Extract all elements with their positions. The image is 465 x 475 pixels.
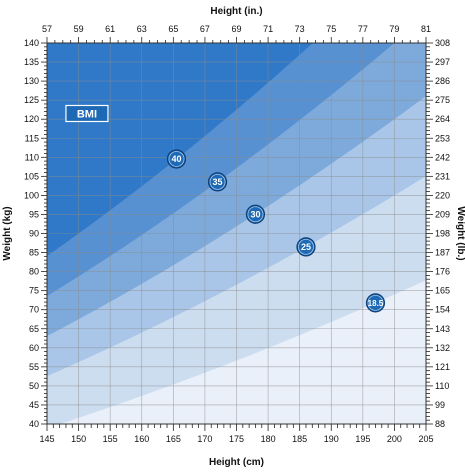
y-right-tick-label: 264 <box>435 114 450 124</box>
bmi-marker <box>245 204 266 224</box>
y-left-tick-label: 45 <box>29 400 39 410</box>
x-top-tick-label: 59 <box>74 24 84 34</box>
x-top-tick-label: 63 <box>137 24 147 34</box>
bmi-marker-ring <box>168 151 185 167</box>
x-bottom-tick-label: 155 <box>103 434 118 444</box>
y-right-tick-label: 132 <box>435 343 450 353</box>
y-left-tick-label: 105 <box>24 171 39 181</box>
y-left-tick-label: 90 <box>29 229 39 239</box>
y-left-tick-label: 40 <box>29 419 39 429</box>
bmi-badge-label: BMI <box>77 108 97 120</box>
x-bottom-tick-label: 175 <box>229 434 244 444</box>
y-left-tick-label: 85 <box>29 248 39 258</box>
x-bottom-tick-label: 185 <box>292 434 307 444</box>
x-top-tick-label: 67 <box>200 24 210 34</box>
bmi-marker-ring <box>367 294 384 311</box>
x-bottom-tick-label: 180 <box>261 434 276 444</box>
bmi-marker <box>365 293 386 313</box>
x-top-tick-label: 75 <box>326 24 336 34</box>
y-left-axis-title: Weight (kg) <box>2 206 13 260</box>
y-right-tick-label: 187 <box>435 248 450 258</box>
y-right-axis-title: Weight (lb.) <box>455 206 465 260</box>
y-right-tick-label: 209 <box>435 209 450 219</box>
y-left-tick-label: 95 <box>29 209 39 219</box>
y-left-tick-label: 115 <box>25 133 39 143</box>
bmi-marker-label: 30 <box>250 209 260 219</box>
x-bottom-tick-label: 165 <box>166 434 181 444</box>
bmi-marker <box>296 237 316 257</box>
y-left-tick-label: 55 <box>29 362 39 372</box>
y-right-tick-label: 88 <box>435 419 445 429</box>
x-top-tick-label: 81 <box>421 24 431 34</box>
band-bmi-40 <box>47 43 313 256</box>
y-left-tick-label: 135 <box>24 57 39 67</box>
bmi-marker <box>207 172 228 192</box>
bmi-badge <box>65 104 109 123</box>
y-left-tick-label: 130 <box>24 76 39 86</box>
y-right-tick-label: 242 <box>435 152 450 162</box>
y-right-tick-label: 198 <box>435 229 450 239</box>
bmi-marker-label: 35 <box>213 177 223 187</box>
x-top-tick-label: 73 <box>295 24 305 34</box>
y-right-tick-label: 308 <box>435 38 450 48</box>
x-top-axis-title: Height (in.) <box>210 6 262 17</box>
x-top-tick-label: 65 <box>168 24 178 34</box>
x-top-tick-label: 71 <box>263 24 273 34</box>
x-bottom-tick-label: 160 <box>134 434 149 444</box>
bmi-marker <box>166 149 187 169</box>
bmi-marker-ring <box>247 206 264 223</box>
bmi-marker-ring <box>209 173 226 190</box>
y-left-tick-label: 70 <box>29 305 39 315</box>
y-right-tick-label: 275 <box>435 95 450 105</box>
y-right-tick-label: 110 <box>435 381 449 391</box>
y-right-tick-label: 121 <box>435 362 450 372</box>
bmi-marker-label: 40 <box>171 154 181 164</box>
x-bottom-tick-label: 170 <box>197 434 212 444</box>
y-left-tick-label: 125 <box>24 95 39 105</box>
y-left-tick-label: 100 <box>24 190 39 200</box>
x-bottom-axis-title: Height (cm) <box>209 457 264 468</box>
x-bottom-tick-label: 145 <box>39 434 54 444</box>
y-left-tick-label: 110 <box>25 152 39 162</box>
y-right-tick-label: 143 <box>435 324 450 334</box>
y-right-tick-label: 231 <box>435 171 450 181</box>
y-right-tick-label: 176 <box>435 267 450 277</box>
x-bottom-tick-label: 205 <box>418 434 433 444</box>
y-left-tick-label: 75 <box>29 286 39 296</box>
x-bottom-tick-label: 200 <box>387 434 402 444</box>
x-bottom-tick-label: 195 <box>355 434 370 444</box>
y-right-tick-label: 297 <box>435 57 450 67</box>
y-right-tick-label: 165 <box>435 286 450 296</box>
y-left-tick-label: 140 <box>24 38 39 48</box>
bmi-marker-label: 18.5 <box>368 299 384 308</box>
y-left-tick-label: 65 <box>29 324 39 334</box>
y-right-tick-label: 286 <box>435 76 450 86</box>
bmi-marker-ring <box>298 238 314 255</box>
y-right-tick-label: 253 <box>435 133 450 143</box>
x-bottom-tick-label: 190 <box>324 434 339 444</box>
x-top-tick-label: 77 <box>358 24 368 34</box>
x-top-tick-label: 57 <box>42 24 52 34</box>
x-top-tick-label: 69 <box>231 24 241 34</box>
bmi-marker-label: 25 <box>301 242 311 252</box>
y-right-tick-label: 220 <box>435 190 450 200</box>
y-left-tick-label: 50 <box>29 381 39 391</box>
x-top-tick-label: 61 <box>105 24 115 34</box>
y-right-tick-label: 154 <box>435 305 450 315</box>
y-left-tick-label: 60 <box>29 343 39 353</box>
y-left-tick-label: 80 <box>29 267 39 277</box>
y-left-tick-label: 120 <box>24 114 39 124</box>
x-top-tick-label: 79 <box>389 24 399 34</box>
x-bottom-tick-label: 150 <box>71 434 86 444</box>
y-right-tick-label: 99 <box>435 400 445 410</box>
